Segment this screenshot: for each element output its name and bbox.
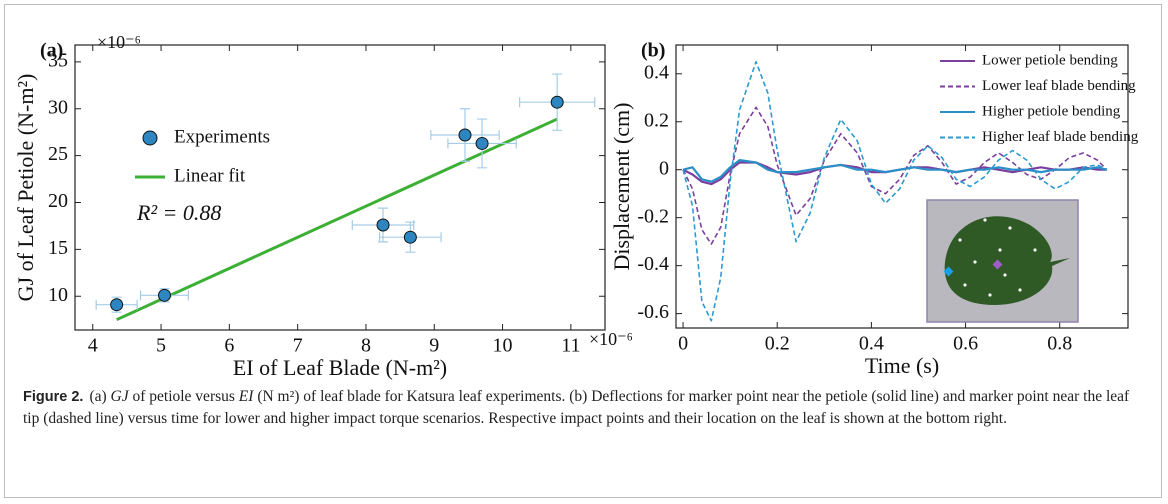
figure-frame xyxy=(4,4,1162,498)
legend-marker xyxy=(142,130,158,146)
y-tick-label: 10 xyxy=(48,284,68,306)
caption: Figure 2. (a) GJ of petiole versus EI (N … xyxy=(23,386,1145,430)
legend-label: Linear fit xyxy=(174,165,246,186)
legend-label: Higher leaf blade bending xyxy=(982,129,1139,145)
figure: 4 5 6 7 8 9 10 11 10 15 20 25 30 35(a) EI of Leaf Blad… xyxy=(13,32,1139,380)
caption-label: Figure 2. xyxy=(23,389,84,405)
y-tick-label: -0.6 xyxy=(637,301,669,323)
y-tick-label: 0 xyxy=(659,157,669,179)
legend-label: Lower petiole bending xyxy=(982,52,1118,68)
x-tick-label: 0.2 xyxy=(765,333,790,355)
y-axis-label: Displacement (cm) xyxy=(609,103,634,271)
y-tick-label: 15 xyxy=(48,237,68,259)
data-point xyxy=(157,288,171,302)
y-tick-label: 25 xyxy=(48,143,68,165)
panel-label: (a) xyxy=(40,40,63,62)
legend-label: Lower leaf blade bending xyxy=(982,78,1136,94)
x-tick-label: 0.6 xyxy=(953,333,978,355)
data-point xyxy=(403,230,417,244)
data-point xyxy=(475,136,489,150)
y-tick-label: 20 xyxy=(48,190,68,212)
x-tick-label: 6 xyxy=(224,335,234,357)
legend-label: Experiments xyxy=(174,126,270,147)
y-tick-label: 0.4 xyxy=(644,61,669,83)
data-point xyxy=(550,95,564,109)
caption-text: of petiole versus xyxy=(128,388,239,405)
data-point xyxy=(376,218,390,232)
caption-text: EI xyxy=(238,388,254,405)
x-tick-label: 9 xyxy=(429,335,439,357)
fit-line xyxy=(116,117,558,322)
inset-photo xyxy=(926,199,1079,323)
x-tick-label: 7 xyxy=(293,335,303,357)
caption-text: GJ xyxy=(110,388,129,405)
y-axis-label: GJ of Leaf Petiole (N-m²) xyxy=(13,74,38,302)
y-tick-label: -0.4 xyxy=(637,253,669,275)
caption-text: (N m²) of leaf blade for Katsura leaf ex… xyxy=(23,388,1130,427)
series-line xyxy=(682,161,1107,186)
plot-frame xyxy=(675,44,1129,329)
y-tick-label: 30 xyxy=(48,96,68,118)
x-tick-label: 0.8 xyxy=(1047,333,1072,355)
x-axis-label: EI of Leaf Blade (N-m²) xyxy=(233,355,447,380)
annotation: R² = 0.88 xyxy=(136,200,221,225)
x-tick-label: 0.4 xyxy=(859,333,884,355)
legend-label: Higher petiole bending xyxy=(982,103,1121,119)
x-tick-label: 5 xyxy=(156,335,166,357)
data-point xyxy=(458,128,472,142)
data-point xyxy=(110,298,124,312)
x-tick-label: 8 xyxy=(361,335,371,357)
series-line xyxy=(682,60,1108,322)
series-line xyxy=(682,106,1108,245)
x-tick-label: 11 xyxy=(561,335,580,357)
y-offset-label: ×10⁻⁶ xyxy=(97,32,141,52)
y-tick-label: 0.2 xyxy=(644,109,669,131)
x-tick-label: 0 xyxy=(678,333,688,355)
panel-label: (b) xyxy=(641,40,665,62)
y-tick-label: -0.2 xyxy=(637,205,669,227)
x-tick-label: 10 xyxy=(493,335,513,357)
caption-text: (a) xyxy=(89,388,111,405)
y-tick-label: 35 xyxy=(48,49,68,71)
x-tick-label: 4 xyxy=(88,335,98,357)
plot-frame xyxy=(74,44,606,331)
series-line xyxy=(682,159,1108,183)
x-axis-label: Time (s) xyxy=(865,353,939,378)
x-offset-label: ×10⁻⁶ xyxy=(589,329,633,349)
